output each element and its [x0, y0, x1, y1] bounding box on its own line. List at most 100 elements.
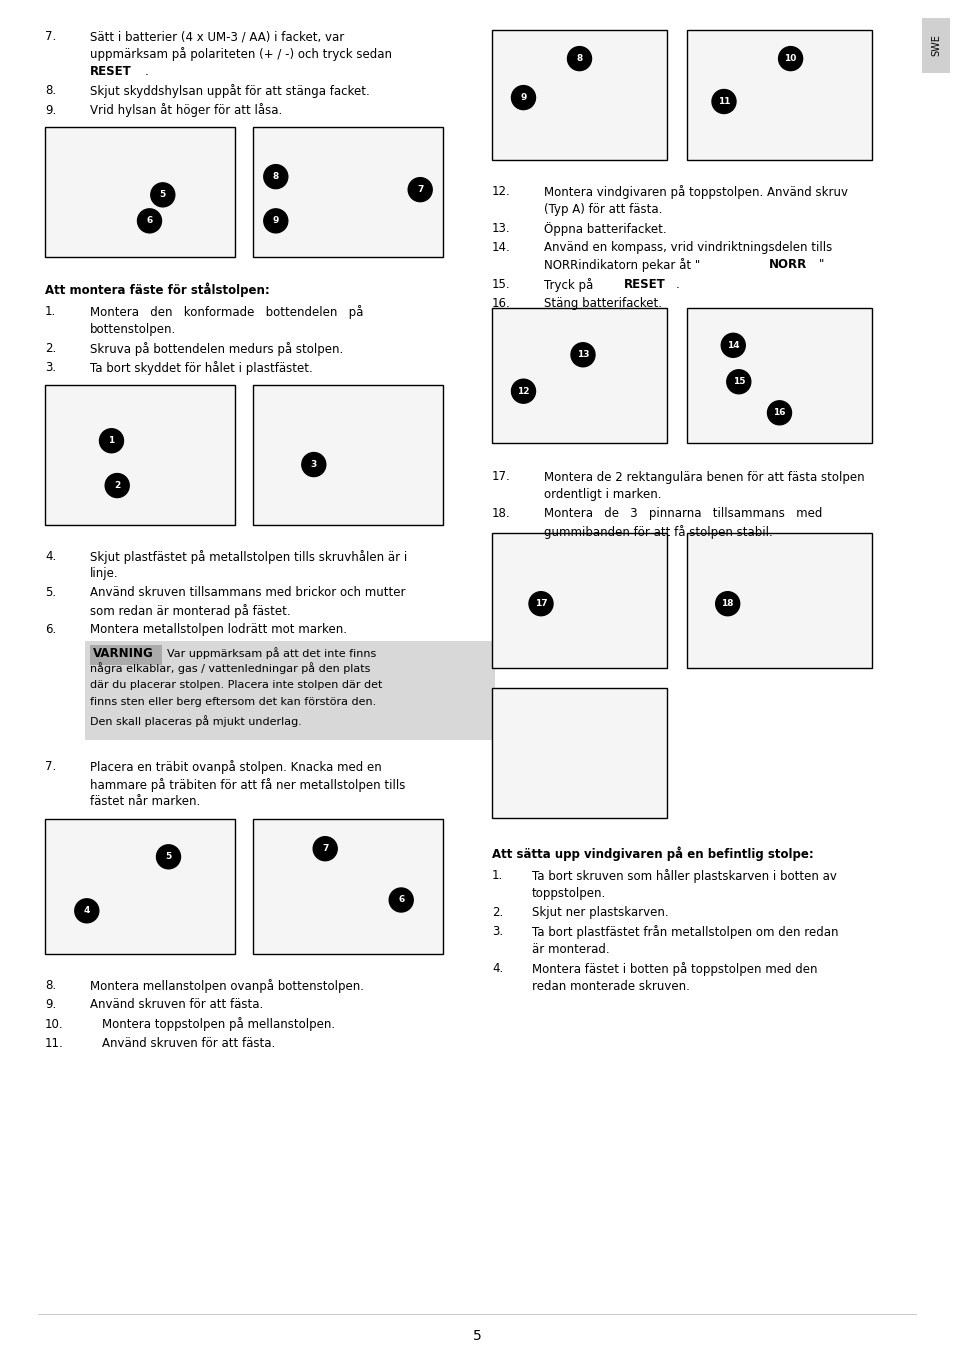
Text: bottenstolpen.: bottenstolpen. [90, 322, 176, 336]
Text: toppstolpen.: toppstolpen. [532, 887, 605, 900]
Text: finns sten eller berg eftersom det kan förstöra den.: finns sten eller berg eftersom det kan f… [90, 697, 375, 707]
Bar [492, 688, 666, 819]
Text: RESET: RESET [623, 278, 665, 291]
Circle shape [726, 370, 750, 394]
Text: fästet når marken.: fästet når marken. [90, 795, 200, 808]
Text: Ta bort skyddet för hålet i plastfästet.: Ta bort skyddet för hålet i plastfästet. [90, 362, 313, 375]
Circle shape [137, 209, 161, 233]
Text: Skjut ner plastskarven.: Skjut ner plastskarven. [532, 906, 668, 919]
Text: Stäng batterifacket.: Stäng batterifacket. [543, 297, 661, 310]
Text: 15.: 15. [492, 278, 510, 291]
Bar [686, 307, 871, 443]
Text: Tryck på: Tryck på [543, 278, 597, 291]
Text: 7.: 7. [45, 760, 56, 773]
Text: 5: 5 [472, 1330, 481, 1343]
Bar [45, 127, 234, 257]
Bar [686, 30, 871, 160]
Circle shape [711, 89, 735, 114]
Bar [253, 819, 442, 955]
Text: Skjut skyddshylsan uppåt för att stänga facket.: Skjut skyddshylsan uppåt för att stänga … [90, 84, 370, 99]
Text: .: . [145, 65, 149, 79]
Bar [492, 30, 666, 160]
Text: ordentligt i marken.: ordentligt i marken. [543, 487, 660, 501]
Text: 14.: 14. [492, 241, 510, 255]
Text: 7.: 7. [45, 30, 56, 43]
Text: 10.: 10. [45, 1017, 64, 1030]
Text: 12: 12 [517, 387, 529, 395]
Text: VARNING: VARNING [92, 647, 153, 659]
Text: några elkablar, gas / vattenledningar på den plats: några elkablar, gas / vattenledningar på… [90, 662, 370, 674]
Text: 14: 14 [726, 341, 739, 349]
Text: Montera vindgivaren på toppstolpen. Använd skruv: Montera vindgivaren på toppstolpen. Anvä… [543, 185, 847, 199]
Text: 18: 18 [720, 600, 733, 608]
Text: 7: 7 [322, 844, 328, 853]
Text: Använd en kompass, vrid vindriktningsdelen tills: Använd en kompass, vrid vindriktningsdel… [543, 241, 831, 255]
Circle shape [389, 888, 413, 913]
Text: 9: 9 [273, 217, 278, 225]
Text: Sätt i batterier (4 x UM-3 / AA) i facket, var: Sätt i batterier (4 x UM-3 / AA) i facke… [90, 30, 344, 43]
Text: uppmärksam på polariteten (+ / -) och tryck sedan: uppmärksam på polariteten (+ / -) och tr… [90, 47, 392, 61]
Circle shape [105, 474, 129, 497]
Text: 5: 5 [165, 852, 172, 861]
Circle shape [301, 452, 326, 477]
Text: NORR: NORR [768, 259, 806, 272]
Text: 9.: 9. [45, 998, 56, 1011]
Text: Skjut plastfästet på metallstolpen tills skruvhålen är i: Skjut plastfästet på metallstolpen tills… [90, 550, 407, 563]
Circle shape [529, 592, 553, 616]
Circle shape [778, 46, 801, 70]
Text: 17.: 17. [492, 470, 510, 483]
Text: Montera metallstolpen lodrätt mot marken.: Montera metallstolpen lodrätt mot marken… [90, 623, 347, 636]
Bar [253, 385, 442, 525]
Text: Montera mellanstolpen ovanpå bottenstolpen.: Montera mellanstolpen ovanpå bottenstolp… [90, 979, 364, 992]
Text: SWE: SWE [930, 35, 940, 57]
Text: Använd skruven för att fästa.: Använd skruven för att fästa. [90, 998, 263, 1011]
Text: 10: 10 [783, 54, 796, 64]
Text: 9: 9 [519, 93, 526, 102]
Text: (Typ A) för att fästa.: (Typ A) för att fästa. [543, 203, 661, 215]
Text: hammare på träbiten för att få ner metallstolpen tills: hammare på träbiten för att få ner metal… [90, 777, 405, 792]
Text: 2: 2 [114, 481, 120, 490]
Circle shape [511, 379, 535, 403]
Text: 11: 11 [717, 97, 729, 106]
Circle shape [151, 183, 174, 207]
Circle shape [408, 177, 432, 202]
Text: Att sätta upp vindgivaren på en befintlig stolpe:: Att sätta upp vindgivaren på en befintli… [492, 846, 813, 861]
Bar [921, 18, 949, 73]
Text: 12.: 12. [492, 185, 510, 198]
Bar [90, 645, 162, 665]
Text: 3: 3 [311, 460, 316, 468]
Circle shape [715, 592, 739, 616]
Bar [253, 127, 442, 257]
Bar [492, 307, 666, 443]
Text: .: . [676, 278, 679, 291]
Text: Använd skruven tillsammans med brickor och mutter: Använd skruven tillsammans med brickor o… [90, 586, 405, 600]
Text: 17: 17 [534, 600, 547, 608]
Text: är monterad.: är monterad. [532, 942, 609, 956]
Circle shape [99, 429, 123, 452]
Text: 1.: 1. [45, 305, 56, 318]
Text: 8: 8 [576, 54, 582, 64]
Circle shape [74, 899, 99, 923]
Text: 5.: 5. [45, 586, 56, 600]
Circle shape [567, 46, 591, 70]
Text: Att montera fäste för stålstolpen:: Att montera fäste för stålstolpen: [45, 282, 270, 297]
Text: där du placerar stolpen. Placera inte stolpen där det: där du placerar stolpen. Placera inte st… [90, 680, 382, 689]
Bar [492, 533, 666, 669]
Bar [686, 533, 871, 669]
Text: 15: 15 [732, 378, 744, 386]
Circle shape [571, 343, 595, 367]
Text: RESET: RESET [90, 65, 132, 79]
Circle shape [767, 401, 791, 425]
Text: 9.: 9. [45, 103, 56, 116]
Text: 5: 5 [159, 191, 166, 199]
Text: 1: 1 [109, 436, 114, 445]
Text: Montera toppstolpen på mellanstolpen.: Montera toppstolpen på mellanstolpen. [102, 1017, 335, 1032]
Text: 8.: 8. [45, 84, 56, 97]
Text: 8.: 8. [45, 979, 56, 992]
Bar [45, 819, 234, 955]
Text: 3.: 3. [492, 925, 502, 938]
Text: Den skall placeras på mjukt underlag.: Den skall placeras på mjukt underlag. [90, 715, 301, 727]
Text: 7: 7 [416, 185, 423, 194]
Text: Montera   de   3   pinnarna   tillsammans   med: Montera de 3 pinnarna tillsammans med [543, 508, 821, 520]
Text: 13.: 13. [492, 222, 510, 234]
